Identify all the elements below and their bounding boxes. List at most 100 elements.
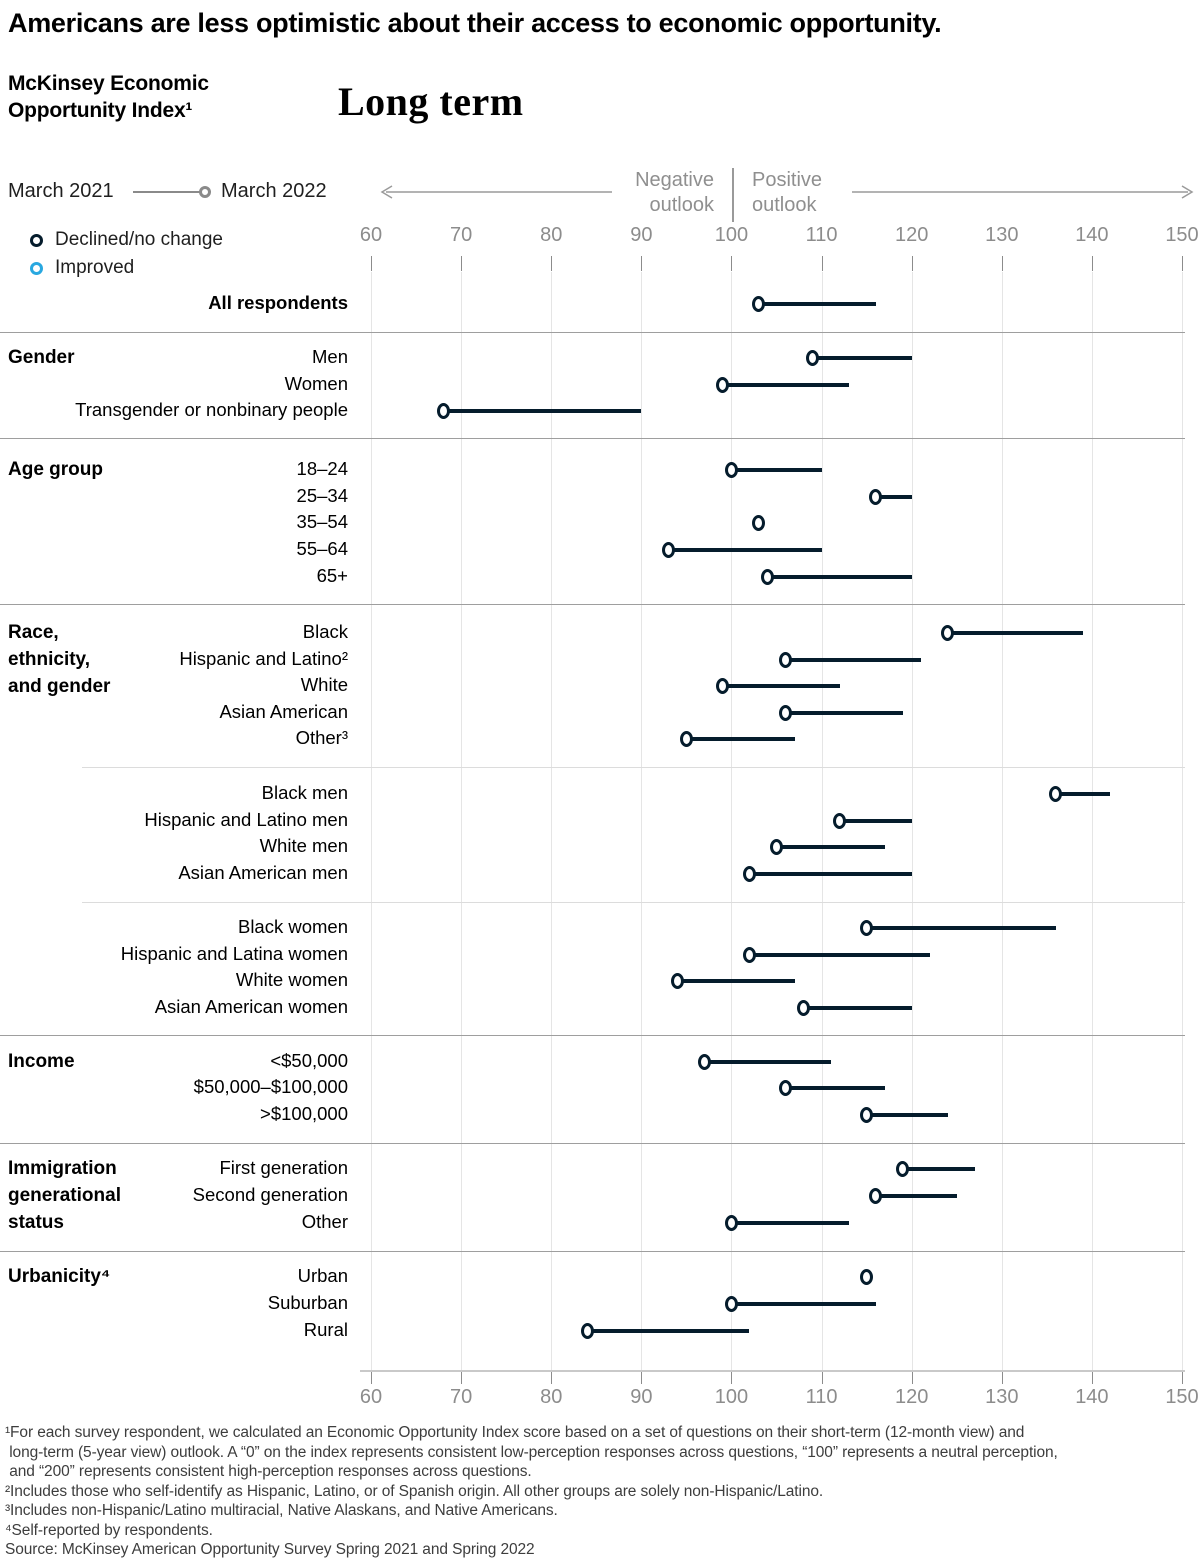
row-label: White [300, 674, 348, 695]
axis-tick-label-top: 110 [805, 224, 838, 246]
dumbbell-line [722, 383, 849, 387]
footnotes: ¹For each survey respondent, we calculat… [5, 1423, 1195, 1560]
axis-tick-label-bottom: 80 [540, 1386, 563, 1408]
march-2022-marker [436, 403, 450, 419]
march-2022-marker [724, 1296, 738, 1312]
dumbbell-line [902, 1167, 975, 1171]
dumbbell-line [947, 631, 1083, 635]
march-2022-marker [806, 350, 820, 366]
index-label: McKinsey Economic Opportunity Index¹ [8, 72, 209, 122]
dumbbell-line [731, 468, 822, 472]
negative-outlook-label: Negative outlook [635, 169, 714, 216]
row-label: Transgender or nonbinary people [75, 399, 348, 420]
row-label: $50,000–$100,000 [193, 1076, 348, 1097]
page-title: Americans are less optimistic about thei… [8, 8, 942, 38]
section-separator [0, 1251, 1185, 1252]
axis-tick-label-bottom: 90 [630, 1386, 653, 1408]
dumbbell-line [866, 926, 1056, 930]
axis-tick-bottom [911, 1370, 913, 1384]
axis-tick-bottom [371, 1370, 372, 1384]
legend-dumbbell-marker-icon [199, 186, 211, 198]
row-label: Urban [297, 1265, 348, 1286]
dumbbell-line [677, 979, 795, 983]
view-label: Long term [338, 79, 524, 124]
march-2022-marker [779, 1080, 792, 1096]
gridline [371, 272, 372, 1370]
row-label: Men [312, 346, 348, 367]
axis-tick-bottom [1001, 1370, 1003, 1384]
axis-tick-label-top: 60 [359, 224, 383, 246]
dumbbell-line [1055, 792, 1110, 796]
march-2022-marker [860, 1107, 874, 1123]
dumbbell-line [776, 845, 885, 849]
march-2022-marker [779, 705, 792, 721]
section-label: Age group [8, 459, 103, 480]
row-label: 65+ [316, 565, 348, 586]
axis-tick-bottom [641, 1370, 643, 1384]
axis-tick-label-bottom: 120 [894, 1386, 929, 1408]
axis-tick-label-top: 140 [1075, 224, 1109, 246]
axis-tick-label-top: 70 [449, 224, 473, 246]
axis-tick-top [371, 256, 372, 271]
section-separator [82, 767, 1185, 768]
row-label: Women [284, 373, 348, 394]
row-label: Black men [261, 782, 348, 803]
section-label: Immigration generational status [8, 1158, 121, 1233]
gridline [911, 272, 913, 1370]
axis-tick-top [911, 256, 913, 271]
dumbbell-line [731, 1221, 849, 1225]
march-2022-marker [760, 569, 774, 585]
axis-tick-bottom [461, 1370, 463, 1384]
axis-tick-bottom [731, 1370, 733, 1384]
row-label: Asian American women [154, 996, 348, 1017]
axis-tick-top [1182, 256, 1183, 271]
dumbbell-line [767, 575, 912, 579]
section-label: Race, ethnicity, and gender [8, 622, 111, 697]
march-2022-marker [724, 462, 738, 478]
row-label: White men [259, 835, 348, 856]
gridline [461, 272, 463, 1370]
dumbbell-line [749, 872, 912, 876]
axis-tick-label-top: 100 [714, 224, 749, 246]
axis-tick-top [461, 256, 463, 271]
dumbbell-line [785, 711, 903, 715]
row-label: All respondents [208, 292, 348, 313]
march-2022-marker [770, 839, 783, 855]
gridline [551, 272, 553, 1370]
march-2022-marker [869, 489, 883, 505]
axis-tick-label-bottom: 140 [1075, 1386, 1109, 1408]
march-2022-marker [715, 678, 729, 694]
row-label: Other³ [295, 727, 348, 748]
axis-tick-top [641, 256, 643, 271]
march-2022-marker [833, 813, 847, 829]
declined-marker-icon [30, 234, 43, 247]
left-arrow-icon [380, 185, 612, 199]
axis-tick-label-bottom: 110 [805, 1386, 838, 1408]
section-label: Urbanicity⁴ [8, 1266, 111, 1287]
axis-tick-label-top: 150 [1165, 224, 1199, 246]
row-label: Rural [303, 1319, 348, 1340]
legend-start-label: March 2021 [8, 180, 114, 202]
row-label: Hispanic and Latino² [179, 648, 348, 669]
dumbbell-line [731, 1302, 876, 1306]
axis-tick-label-bottom: 70 [449, 1386, 473, 1408]
section-separator [0, 1035, 1185, 1036]
axis-tick-label-bottom: 130 [985, 1386, 1019, 1408]
axis-tick-label-top: 80 [540, 224, 563, 246]
axis-tick-bottom [1091, 1370, 1093, 1384]
gridline [731, 272, 733, 1370]
dumbbell-line [443, 409, 642, 413]
row-label: White women [235, 969, 348, 990]
march-2022-marker [860, 1269, 874, 1285]
footnote-line: ⁴Self-reported by respondents. [5, 1521, 213, 1539]
row-label: <$50,000 [270, 1050, 348, 1071]
row-label: >$100,000 [260, 1103, 348, 1124]
section-separator [0, 332, 1185, 333]
row-label: 55–64 [296, 538, 348, 559]
march-2022-marker [742, 866, 756, 882]
march-2022-marker [751, 515, 765, 531]
dumbbell-line [812, 356, 912, 360]
axis-tick-bottom [1182, 1370, 1183, 1384]
axis-tick-top [821, 256, 823, 271]
